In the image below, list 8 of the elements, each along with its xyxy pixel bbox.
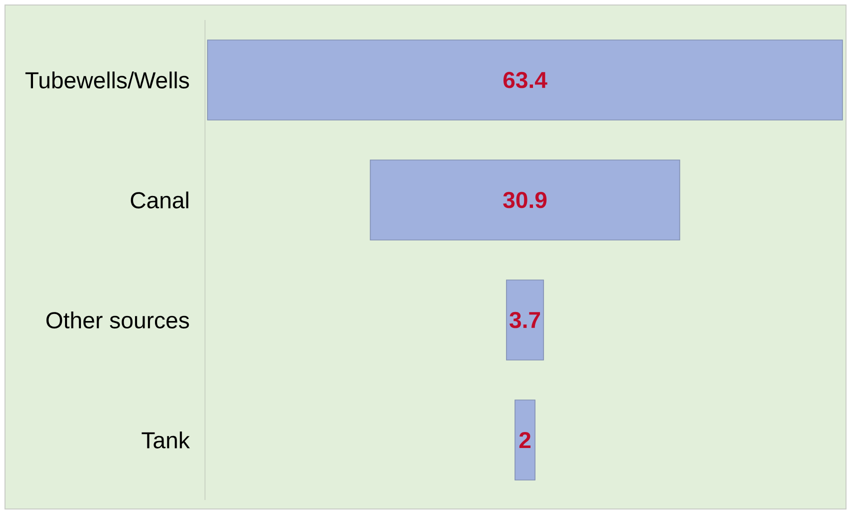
category-label: Other sources bbox=[46, 312, 189, 328]
category-label: Tank bbox=[142, 432, 190, 448]
data-label: 30.9 bbox=[503, 192, 547, 208]
data-label: 63.4 bbox=[503, 72, 548, 88]
category-label: Tubewells/Wells bbox=[25, 72, 189, 88]
data-label: 3.7 bbox=[510, 312, 540, 328]
data-label: 2 bbox=[519, 432, 530, 448]
category-label: Canal bbox=[130, 192, 188, 208]
